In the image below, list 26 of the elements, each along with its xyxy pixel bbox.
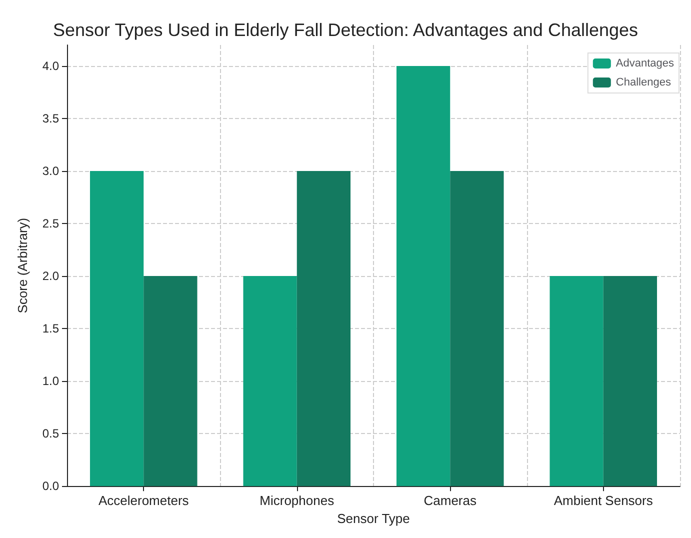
y-tick-label: 4.0	[42, 59, 60, 74]
y-tick-label: 2.0	[42, 269, 60, 284]
x-tick-label: Cameras	[424, 493, 477, 508]
bar	[144, 276, 198, 486]
bar	[603, 276, 658, 486]
y-tick-label: 0.5	[42, 426, 60, 441]
y-tick-label: 1.0	[42, 374, 60, 388]
x-tick-label: Accelerometers	[98, 493, 190, 508]
y-axis-title: Score (Arbitrary)	[15, 218, 30, 314]
y-tick-label: 1.5	[42, 322, 60, 336]
bar	[90, 171, 144, 486]
legend-label: Advantages	[616, 58, 674, 70]
legend-label: Challenges	[616, 76, 672, 88]
bar	[550, 276, 604, 486]
y-tick-label: 0.0	[42, 479, 60, 494]
y-tick-label: 2.5	[42, 216, 60, 231]
x-tick-label: Microphones	[260, 493, 335, 508]
y-tick-label: 3.0	[42, 164, 60, 178]
y-tick-label: 3.5	[42, 112, 60, 126]
bar	[243, 276, 297, 486]
bar	[296, 171, 351, 486]
bar	[450, 171, 504, 486]
x-axis-title: Sensor Type	[337, 511, 410, 526]
chart-title: Sensor Types Used in Elderly Fall Detection: Advantages and Challenges	[52, 20, 638, 40]
x-tick-label: Ambient Sensors	[554, 493, 654, 508]
bar	[396, 66, 450, 486]
